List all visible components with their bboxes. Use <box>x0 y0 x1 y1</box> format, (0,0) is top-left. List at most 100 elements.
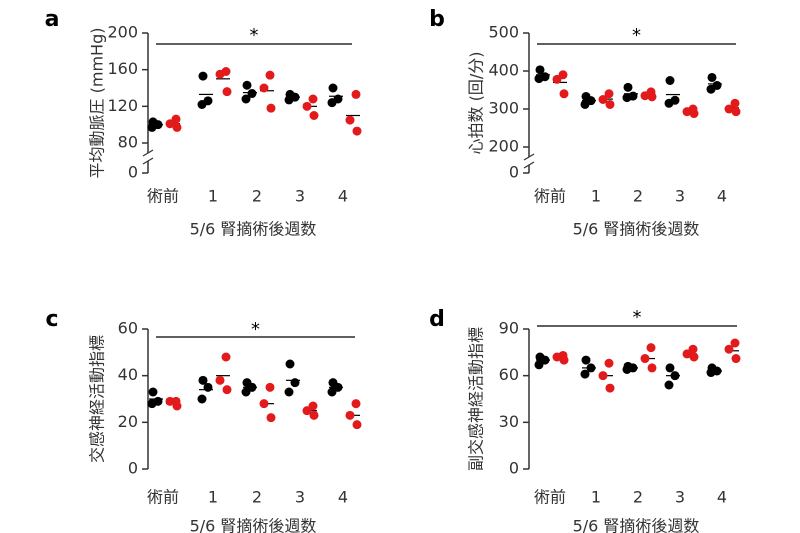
y-tick-label: 80 <box>118 133 138 152</box>
x-axis-label: 5/6 腎摘術後週数 <box>573 220 700 239</box>
treated-point <box>647 363 657 373</box>
control-point <box>198 71 208 81</box>
treated-point <box>172 122 182 132</box>
control-point <box>670 371 680 381</box>
treated-point <box>259 399 269 409</box>
y-tick-label: 0 <box>509 163 519 182</box>
control-point <box>203 382 213 392</box>
treated-point <box>731 107 741 117</box>
control-point <box>153 396 163 406</box>
treated-point <box>215 375 225 385</box>
control-point <box>707 363 717 373</box>
panel-letter: a <box>45 7 60 32</box>
y-tick-label: 120 <box>107 96 138 115</box>
y-tick-label: 500 <box>488 23 519 42</box>
x-tick-label: 2 <box>633 488 643 507</box>
control-point <box>580 369 590 379</box>
y-tick-label: 60 <box>499 365 519 384</box>
treated-point <box>352 420 362 430</box>
treated-point <box>640 354 650 364</box>
y-tick-label: 160 <box>107 59 138 78</box>
y-tick-label: 20 <box>118 412 138 431</box>
x-tick-label: 1 <box>208 488 218 507</box>
x-tick-label: 術前 <box>534 187 566 206</box>
x-tick-label: 3 <box>675 488 685 507</box>
control-point <box>284 387 294 397</box>
treated-point <box>222 385 232 395</box>
treated-point <box>605 383 615 393</box>
control-point <box>664 380 674 390</box>
treated-point <box>724 104 734 114</box>
x-tick-label: 3 <box>675 187 685 206</box>
treated-point <box>352 126 362 136</box>
treated-point <box>604 89 614 99</box>
treated-point <box>558 350 568 360</box>
y-tick-label: 400 <box>488 61 519 80</box>
y-tick-label: 300 <box>488 99 519 118</box>
x-axis-label: 5/6 腎摘術後週数 <box>190 220 317 239</box>
control-point <box>242 378 252 388</box>
treated-point <box>308 401 318 411</box>
x-tick-label: 4 <box>717 488 727 507</box>
control-point <box>665 76 675 85</box>
control-point <box>148 387 158 397</box>
x-tick-label: 4 <box>338 488 348 507</box>
treated-point <box>730 98 740 108</box>
control-point <box>328 378 338 388</box>
axis-break-mark <box>523 153 535 169</box>
control-point <box>665 363 675 373</box>
treated-point <box>266 413 276 423</box>
control-point <box>203 96 213 106</box>
control-point <box>328 83 338 93</box>
control-point <box>670 95 680 105</box>
control-point <box>285 89 295 99</box>
significance-star: * <box>633 307 642 328</box>
treated-point <box>221 352 231 362</box>
x-tick-label: 術前 <box>147 488 179 507</box>
control-point <box>623 82 633 92</box>
panel-letter: d <box>429 307 445 332</box>
axis-break-mark <box>142 149 154 165</box>
treated-point <box>689 352 699 362</box>
control-point <box>198 375 208 385</box>
treated-point <box>345 410 355 420</box>
treated-point <box>605 99 615 109</box>
treated-point <box>266 103 276 113</box>
significance-star: * <box>250 25 259 46</box>
treated-point <box>351 399 361 409</box>
y-axis-label: 交感神経活動指標 <box>88 335 107 463</box>
treated-point <box>171 114 181 124</box>
x-tick-label: 1 <box>208 187 218 206</box>
control-point <box>333 94 343 104</box>
treated-point <box>309 111 319 120</box>
treated-point <box>724 344 734 354</box>
x-tick-label: 3 <box>295 187 305 206</box>
treated-point <box>302 101 312 111</box>
treated-point <box>221 67 231 76</box>
treated-point <box>558 70 568 80</box>
treated-point <box>598 371 608 381</box>
control-point <box>586 363 596 373</box>
y-tick-label: 0 <box>509 459 519 478</box>
control-point <box>197 394 207 404</box>
treated-point <box>171 396 181 406</box>
significance-star: * <box>251 319 260 340</box>
y-axis-label: 平均動脈圧 (mmHg) <box>88 28 107 179</box>
treated-point <box>731 354 741 364</box>
treated-point <box>598 95 608 104</box>
treated-point <box>688 104 698 114</box>
control-point <box>148 117 158 127</box>
x-tick-label: 4 <box>717 187 727 206</box>
x-tick-label: 1 <box>591 187 601 206</box>
y-axis-label: 心拍数 (回/分) <box>467 52 486 155</box>
x-axis-label: 5/6 腎摘術後週数 <box>573 517 700 533</box>
treated-point <box>559 89 569 99</box>
control-point <box>535 65 545 75</box>
x-tick-label: 3 <box>295 488 305 507</box>
x-tick-label: 2 <box>252 488 262 507</box>
control-point <box>581 91 591 101</box>
significance-star: * <box>632 25 641 46</box>
